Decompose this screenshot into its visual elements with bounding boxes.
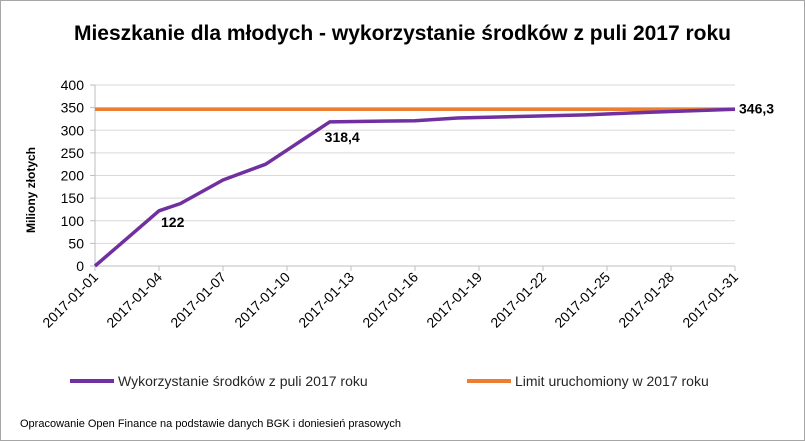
x-tick-label: 2017-01-10 xyxy=(231,269,293,331)
y-tick-label: 300 xyxy=(61,122,85,138)
data-label: 122 xyxy=(161,214,185,230)
legend-label-limit: Limit uruchomiony w 2017 roku xyxy=(515,373,709,389)
x-tick-label: 2017-01-19 xyxy=(423,269,485,331)
legend-swatch-usage xyxy=(70,379,114,383)
data-labels: 122 318,4 346,3 xyxy=(161,100,774,229)
series-line-usage xyxy=(93,107,736,268)
y-tick-label: 200 xyxy=(61,168,85,184)
legend: Wykorzystanie środków z puli 2017 roku L… xyxy=(0,373,805,393)
y-tick-label: 350 xyxy=(61,100,85,116)
y-tick-label: 400 xyxy=(61,77,85,93)
data-label: 346,3 xyxy=(739,100,774,116)
y-tick-label: 250 xyxy=(61,145,85,161)
source-note: Opracowanie Open Finance na podstawie da… xyxy=(20,418,401,430)
y-tick-label: 0 xyxy=(76,258,84,274)
x-tick-label: 2017-01-16 xyxy=(359,269,421,331)
series-lines xyxy=(93,107,736,268)
y-tick-label: 150 xyxy=(61,190,85,206)
x-tick-label: 2017-01-13 xyxy=(295,269,357,331)
x-tick-label: 2017-01-28 xyxy=(615,269,677,331)
data-label: 318,4 xyxy=(325,129,360,145)
x-tick-label: 2017-01-07 xyxy=(167,269,229,331)
legend-label-usage: Wykorzystanie środków z puli 2017 roku xyxy=(118,373,368,389)
x-tick-label: 2017-01-31 xyxy=(679,269,741,331)
chart-title: Mieszkanie dla młodych - wykorzystanie ś… xyxy=(73,22,732,45)
legend-item-usage: Wykorzystanie środków z puli 2017 roku xyxy=(70,373,368,389)
y-tick-label: 50 xyxy=(68,235,84,251)
legend-swatch-limit xyxy=(467,379,511,383)
x-tick-label: 2017-01-22 xyxy=(487,269,549,331)
legend-item-limit: Limit uruchomiony w 2017 roku xyxy=(467,373,709,389)
x-tick-label: 2017-01-25 xyxy=(551,269,613,331)
x-tick-label: 2017-01-01 xyxy=(39,269,101,331)
y-tick-label: 100 xyxy=(61,213,85,229)
x-tick-label: 2017-01-04 xyxy=(103,269,165,331)
